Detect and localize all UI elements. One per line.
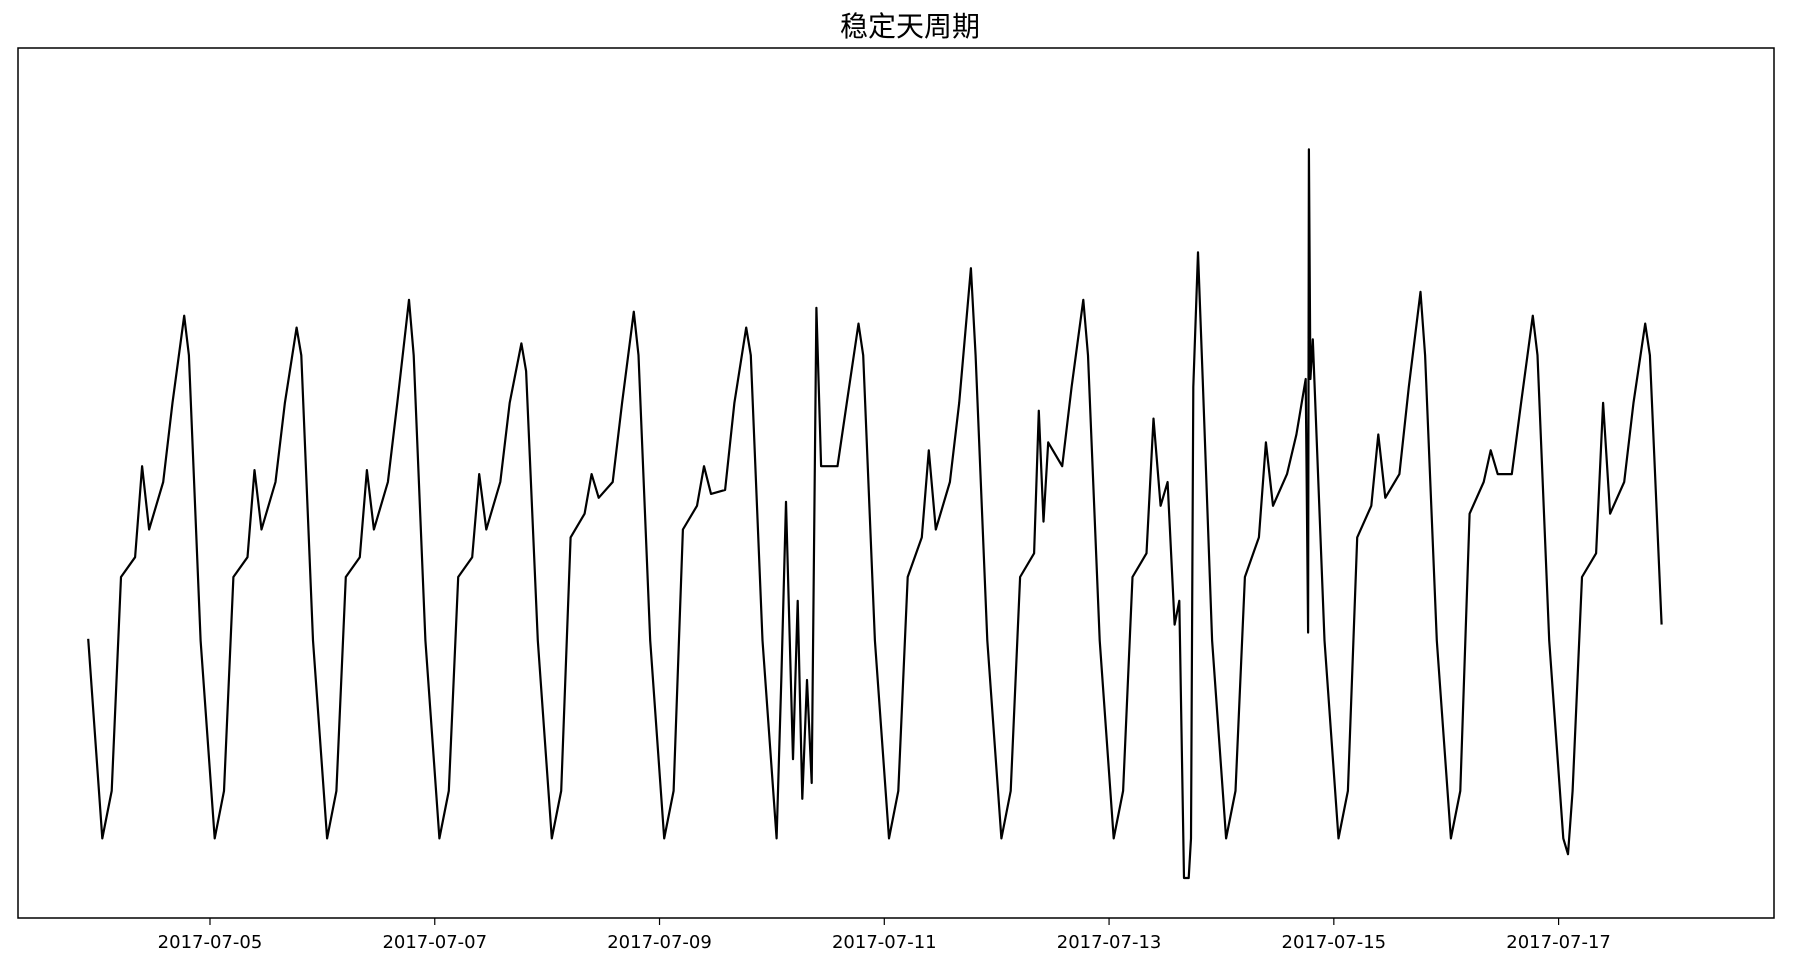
x-tick-label: 2017-07-13 — [1057, 932, 1162, 953]
x-tick-label: 2017-07-11 — [832, 932, 937, 953]
x-tick-label: 2017-07-07 — [382, 932, 487, 953]
x-tick-label: 2017-07-05 — [158, 932, 263, 953]
x-tick-label: 2017-07-15 — [1282, 932, 1387, 953]
series-layer — [87, 148, 1663, 880]
series-line — [87, 148, 1663, 880]
x-axis: 2017-07-05 2017-07-07 2017-07-09 2017-07-11… — [158, 918, 1611, 953]
axes-frame — [17, 47, 1775, 919]
x-tick-label: 2017-07-17 — [1506, 932, 1611, 953]
chart-title: 稳定天周期 — [840, 10, 980, 43]
x-tick-label: 2017-07-09 — [607, 932, 712, 953]
